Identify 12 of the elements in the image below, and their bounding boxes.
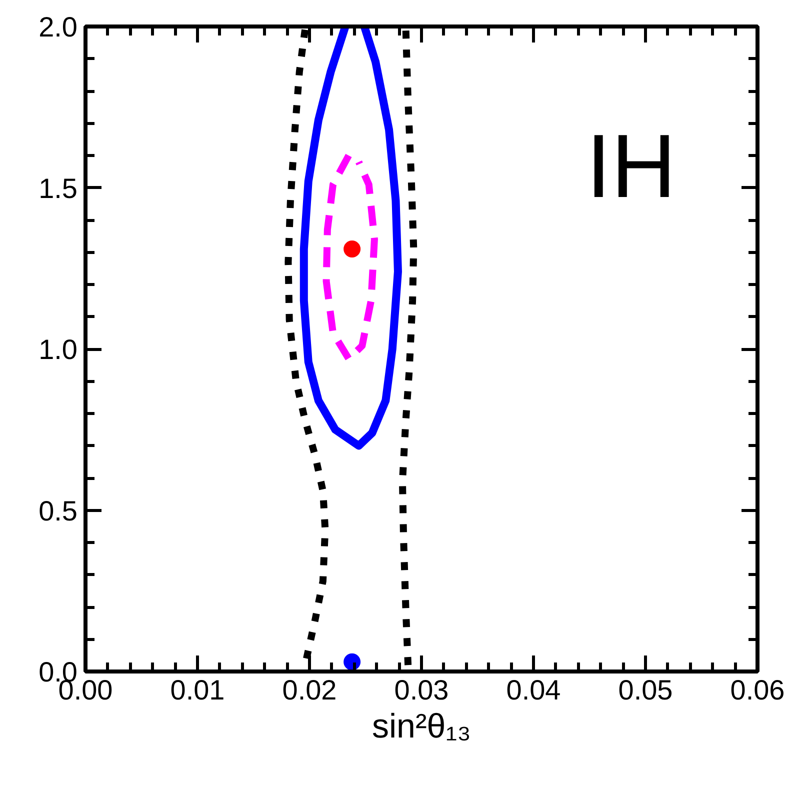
x-tick-label: 0.02: [282, 674, 337, 706]
x-tick-label: 0.05: [618, 674, 673, 706]
x-tick-label: 0.03: [394, 674, 449, 706]
y-tick-label: 0.5: [38, 495, 78, 526]
x-tick-label: 0.01: [170, 674, 225, 706]
x-tick-label: 0.06: [730, 674, 785, 706]
y-tick-label: 1.0: [38, 334, 78, 365]
x-axis-title: sin²θ₁₃: [372, 708, 472, 746]
y-tick-label: 1.5: [38, 172, 78, 204]
annotation: IH: [586, 116, 676, 217]
x-tick-label: 0.04: [506, 674, 561, 706]
y-tick-label: 2.0: [38, 12, 78, 42]
